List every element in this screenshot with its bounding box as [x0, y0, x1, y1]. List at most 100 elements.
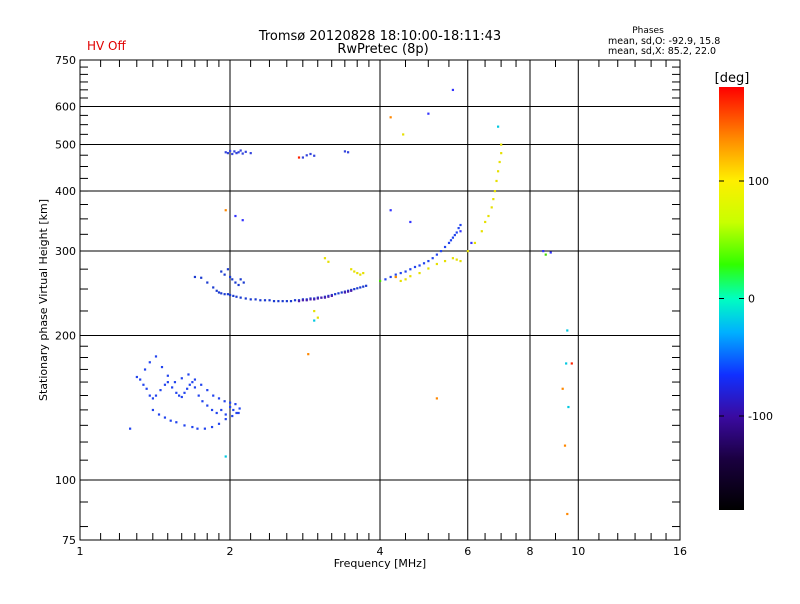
- data-point: [229, 293, 232, 297]
- data-point: [561, 387, 564, 390]
- data-point: [148, 394, 151, 397]
- colorbar-tick-label: 100: [748, 175, 769, 188]
- data-point: [466, 250, 469, 253]
- data-point: [163, 416, 167, 419]
- data-point: [356, 271, 359, 275]
- data-point: [249, 152, 252, 155]
- data-point: [235, 295, 238, 298]
- y-tick-label: 200: [55, 330, 76, 343]
- data-point: [145, 387, 148, 390]
- data-point: [154, 394, 158, 397]
- data-point: [362, 271, 365, 275]
- data-point: [212, 394, 215, 397]
- y-axis-label: Stationary phase Virtual Height [km]: [37, 199, 50, 401]
- data-point: [239, 278, 242, 281]
- data-point: [232, 408, 235, 412]
- data-point: [223, 400, 226, 403]
- data-point: [459, 230, 462, 233]
- data-point: [427, 112, 430, 115]
- data-point: [220, 408, 223, 412]
- data-point: [235, 152, 238, 155]
- data-point: [323, 257, 327, 260]
- y-tick-label: 400: [55, 185, 76, 198]
- data-point: [337, 292, 340, 295]
- data-point: [135, 375, 138, 379]
- data-point: [313, 154, 316, 157]
- data-point: [220, 270, 223, 273]
- data-point: [435, 253, 438, 256]
- x-tick-label: 16: [673, 545, 687, 558]
- data-point: [223, 293, 226, 296]
- data-points: [129, 88, 573, 516]
- data-point: [316, 316, 319, 319]
- data-point: [220, 292, 223, 295]
- data-point: [309, 298, 312, 301]
- data-point: [495, 179, 498, 183]
- data-point: [563, 444, 567, 447]
- data-point: [259, 299, 262, 302]
- data-point: [163, 383, 167, 386]
- data-point: [570, 362, 573, 365]
- data-point: [399, 271, 402, 275]
- data-point: [309, 152, 312, 156]
- data-point: [480, 230, 483, 233]
- x-tick-label: 10: [571, 545, 585, 558]
- data-point: [175, 391, 178, 394]
- data-point: [327, 260, 330, 263]
- data-point: [268, 299, 271, 302]
- data-point: [496, 125, 500, 128]
- data-point: [500, 152, 503, 155]
- data-point: [233, 150, 236, 153]
- data-point: [180, 395, 183, 399]
- data-point: [191, 381, 194, 384]
- data-point: [384, 278, 387, 281]
- data-point: [183, 391, 186, 394]
- data-point: [166, 381, 169, 384]
- data-point: [206, 404, 209, 407]
- data-point: [229, 405, 232, 409]
- data-point: [490, 206, 493, 209]
- data-point: [313, 298, 316, 301]
- data-point: [200, 276, 203, 279]
- data-point: [226, 268, 230, 271]
- data-point: [191, 425, 194, 429]
- data-point: [193, 275, 197, 279]
- data-point: [447, 241, 451, 245]
- data-point: [239, 296, 242, 299]
- y-tick-label: 500: [55, 139, 76, 152]
- data-point: [188, 383, 191, 386]
- data-point: [493, 190, 497, 193]
- data-point: [389, 275, 392, 279]
- data-point: [394, 275, 397, 279]
- data-point: [186, 387, 189, 390]
- x-tick-label: 8: [527, 545, 534, 558]
- data-point: [224, 413, 227, 416]
- data-point: [151, 408, 155, 412]
- data-point: [229, 149, 232, 153]
- data-point: [365, 284, 368, 287]
- data-point: [224, 151, 227, 154]
- data-point: [148, 361, 151, 364]
- data-point: [224, 455, 227, 458]
- data-point: [470, 241, 473, 245]
- data-point: [224, 418, 227, 421]
- data-point: [413, 265, 417, 269]
- data-point: [224, 209, 227, 212]
- data-point: [305, 299, 308, 302]
- data-point: [404, 278, 407, 281]
- data-point: [203, 427, 206, 430]
- data-point: [272, 300, 276, 303]
- data-point: [183, 424, 186, 427]
- data-point: [244, 297, 247, 300]
- colorbar-ticks: 100 0 -100: [719, 175, 773, 423]
- y-tick-label: 750: [55, 54, 76, 67]
- data-point: [389, 209, 392, 212]
- x-tick-label: 4: [377, 545, 384, 558]
- data-point: [443, 259, 447, 263]
- data-point: [159, 389, 162, 392]
- data-point: [217, 422, 221, 425]
- data-point: [542, 250, 545, 253]
- data-point: [193, 378, 197, 381]
- data-point: [301, 156, 305, 159]
